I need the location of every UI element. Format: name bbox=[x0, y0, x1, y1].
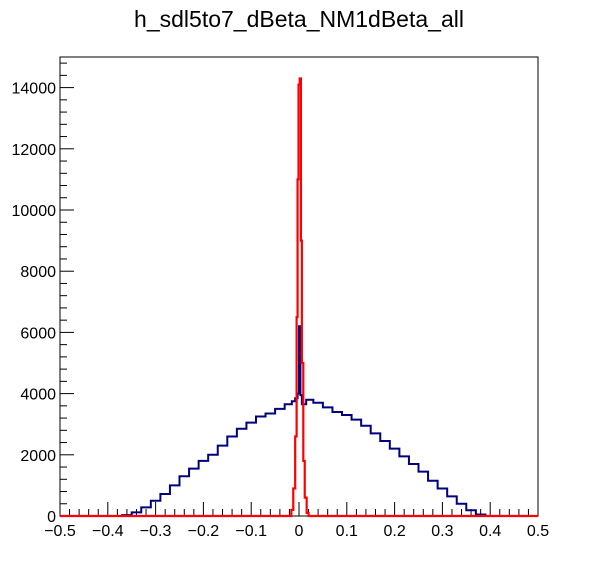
series-line-1 bbox=[60, 77, 538, 518]
x-tick-label: 0.1 bbox=[336, 523, 358, 540]
x-tick-label: 0.3 bbox=[431, 523, 453, 540]
y-tick-label: 8000 bbox=[20, 264, 56, 281]
x-tick-label: −0.1 bbox=[235, 523, 267, 540]
x-tick-label: −0.5 bbox=[44, 523, 76, 540]
x-tick-label: −0.2 bbox=[188, 523, 220, 540]
series-line-0 bbox=[60, 325, 538, 517]
y-tick-label: 4000 bbox=[20, 387, 56, 404]
chart-title: h_sdl5to7_dBeta_NM1dBeta_all bbox=[134, 6, 464, 32]
y-tick-label: 10000 bbox=[12, 203, 57, 220]
x-tick-label: −0.3 bbox=[140, 523, 172, 540]
x-tick-label: 0.5 bbox=[527, 523, 549, 540]
y-tick-label: 14000 bbox=[12, 81, 57, 98]
x-tick-label: 0 bbox=[295, 523, 304, 540]
y-tick-label: 0 bbox=[47, 509, 56, 526]
y-tick-label: 6000 bbox=[20, 325, 56, 342]
x-tick-label: 0.4 bbox=[479, 523, 501, 540]
x-tick-label: −0.4 bbox=[92, 523, 124, 540]
y-tick-label: 12000 bbox=[12, 142, 57, 159]
x-tick-label: 0.2 bbox=[383, 523, 405, 540]
y-tick-label: 2000 bbox=[20, 448, 56, 465]
